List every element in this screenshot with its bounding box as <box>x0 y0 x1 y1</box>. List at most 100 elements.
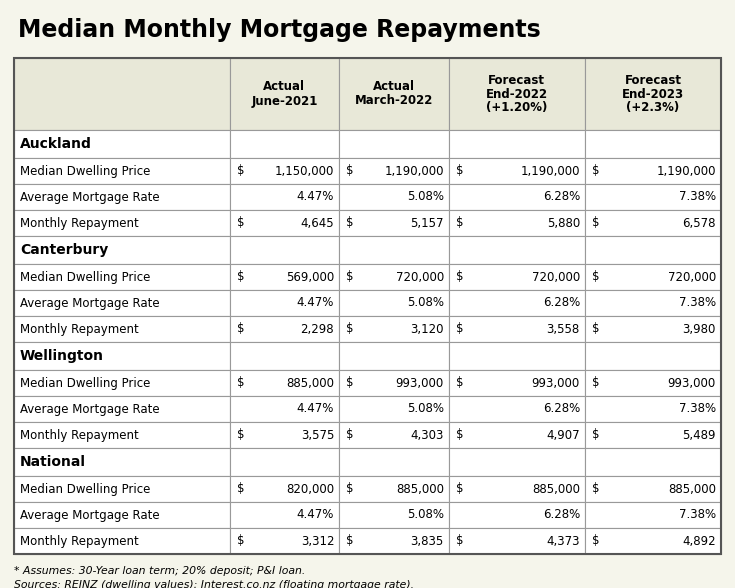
Text: $: $ <box>237 322 244 336</box>
Text: Wellington: Wellington <box>20 349 104 363</box>
Text: Monthly Repayment: Monthly Repayment <box>20 534 139 547</box>
Bar <box>585 130 721 158</box>
Text: Forecast: Forecast <box>625 74 681 86</box>
Bar <box>340 130 449 158</box>
Text: $: $ <box>237 429 244 442</box>
Bar <box>14 58 721 554</box>
Bar <box>449 264 585 290</box>
Text: Forecast: Forecast <box>488 74 545 86</box>
Text: $: $ <box>456 534 463 547</box>
Bar <box>449 476 585 502</box>
Text: 1,190,000: 1,190,000 <box>520 165 580 178</box>
Text: Average Mortgage Rate: Average Mortgage Rate <box>20 191 159 203</box>
Bar <box>449 316 585 342</box>
Bar <box>14 236 229 264</box>
Text: Actual: Actual <box>263 81 306 93</box>
Text: * Assumes: 30-Year loan term; 20% deposit; P&I loan.: * Assumes: 30-Year loan term; 20% deposi… <box>14 566 305 576</box>
Bar <box>229 158 340 184</box>
Text: $: $ <box>456 165 463 178</box>
Text: Monthly Repayment: Monthly Repayment <box>20 322 139 336</box>
Text: $: $ <box>346 216 354 229</box>
Text: 5.08%: 5.08% <box>406 191 444 203</box>
Text: Average Mortgage Rate: Average Mortgage Rate <box>20 403 159 416</box>
Bar <box>229 58 340 130</box>
Text: 820,000: 820,000 <box>286 483 334 496</box>
Bar <box>449 528 585 554</box>
Bar <box>449 396 585 422</box>
Bar <box>585 264 721 290</box>
Bar <box>585 184 721 210</box>
Text: 5.08%: 5.08% <box>406 509 444 522</box>
Bar <box>14 184 229 210</box>
Bar <box>14 210 229 236</box>
Bar <box>229 422 340 448</box>
Bar <box>449 448 585 476</box>
Text: 885,000: 885,000 <box>396 483 444 496</box>
Text: March-2022: March-2022 <box>355 95 433 108</box>
Text: 3,835: 3,835 <box>411 534 444 547</box>
Text: End-2023: End-2023 <box>622 88 684 101</box>
Text: (+1.20%): (+1.20%) <box>486 102 548 115</box>
Text: 885,000: 885,000 <box>668 483 716 496</box>
Text: $: $ <box>346 165 354 178</box>
Text: Median Dwelling Price: Median Dwelling Price <box>20 270 151 283</box>
Text: $: $ <box>592 483 600 496</box>
Text: 4.47%: 4.47% <box>297 191 334 203</box>
Text: 720,000: 720,000 <box>668 270 716 283</box>
Bar <box>229 342 340 370</box>
Bar <box>14 130 229 158</box>
Text: 1,190,000: 1,190,000 <box>656 165 716 178</box>
Bar <box>585 342 721 370</box>
Bar <box>340 370 449 396</box>
Text: 4,645: 4,645 <box>301 216 334 229</box>
Text: $: $ <box>346 534 354 547</box>
Text: $: $ <box>346 429 354 442</box>
Text: 720,000: 720,000 <box>531 270 580 283</box>
Text: 993,000: 993,000 <box>668 376 716 389</box>
Bar <box>229 502 340 528</box>
Bar <box>229 528 340 554</box>
Text: $: $ <box>592 376 600 389</box>
Text: Median Monthly Mortgage Repayments: Median Monthly Mortgage Repayments <box>18 18 541 42</box>
Text: Auckland: Auckland <box>20 137 92 151</box>
Text: (+2.3%): (+2.3%) <box>626 102 680 115</box>
Text: 2,298: 2,298 <box>301 322 334 336</box>
Bar <box>340 422 449 448</box>
Text: 6,578: 6,578 <box>683 216 716 229</box>
Bar <box>585 448 721 476</box>
Text: $: $ <box>237 270 244 283</box>
Bar <box>585 236 721 264</box>
Text: $: $ <box>592 270 600 283</box>
Bar <box>340 158 449 184</box>
Text: $: $ <box>456 270 463 283</box>
Text: 6.28%: 6.28% <box>542 296 580 309</box>
Text: 7.38%: 7.38% <box>679 509 716 522</box>
Text: 5.08%: 5.08% <box>406 403 444 416</box>
Text: 5,880: 5,880 <box>547 216 580 229</box>
Text: Median Dwelling Price: Median Dwelling Price <box>20 483 151 496</box>
Text: 3,575: 3,575 <box>301 429 334 442</box>
Text: $: $ <box>346 376 354 389</box>
Bar <box>14 476 229 502</box>
Bar <box>340 184 449 210</box>
Bar <box>14 316 229 342</box>
Bar <box>14 422 229 448</box>
Bar <box>449 502 585 528</box>
Text: $: $ <box>346 270 354 283</box>
Text: $: $ <box>346 483 354 496</box>
Bar <box>14 264 229 290</box>
Bar <box>229 448 340 476</box>
Text: Monthly Repayment: Monthly Repayment <box>20 429 139 442</box>
Bar <box>229 370 340 396</box>
Text: Median Dwelling Price: Median Dwelling Price <box>20 165 151 178</box>
Text: 4.47%: 4.47% <box>297 296 334 309</box>
Bar <box>340 528 449 554</box>
Text: $: $ <box>456 429 463 442</box>
Text: 4,892: 4,892 <box>682 534 716 547</box>
Text: 885,000: 885,000 <box>286 376 334 389</box>
Text: National: National <box>20 455 86 469</box>
Bar <box>340 316 449 342</box>
Text: 4.47%: 4.47% <box>297 509 334 522</box>
Text: $: $ <box>592 429 600 442</box>
Bar <box>340 210 449 236</box>
